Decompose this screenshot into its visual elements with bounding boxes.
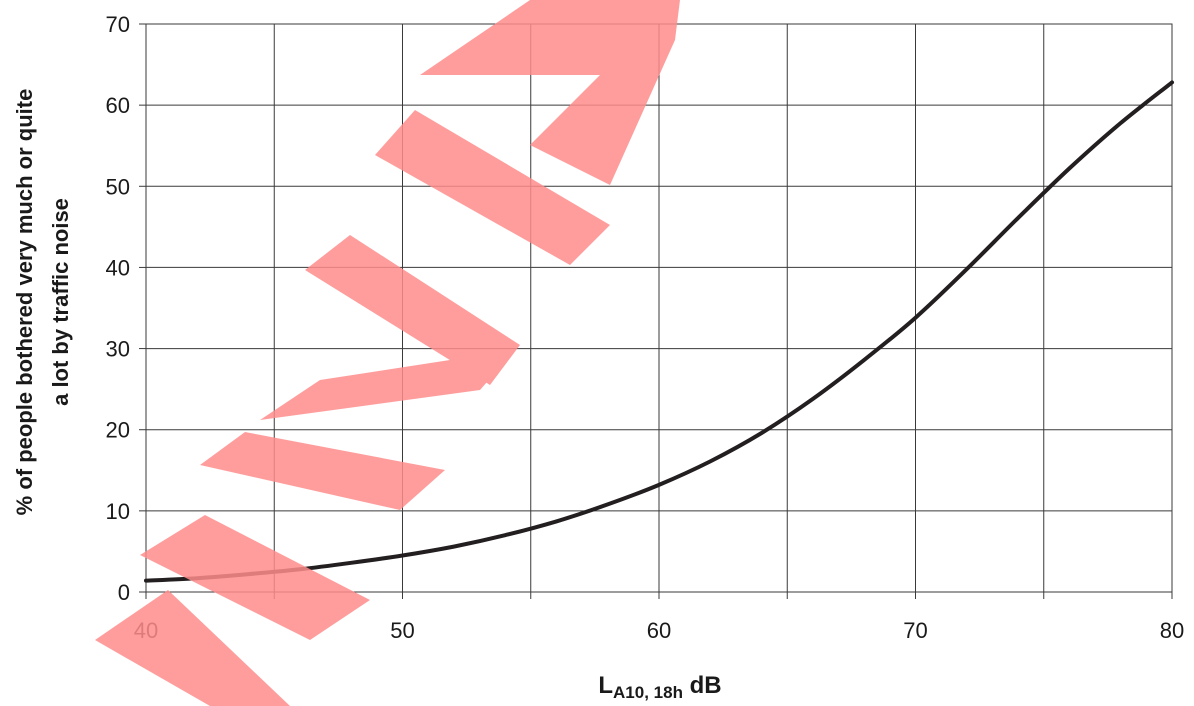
series-line-group xyxy=(144,80,1174,583)
watermark-stroke-w-2 xyxy=(140,515,370,640)
y-tick-label: 70 xyxy=(106,12,130,37)
y-tick-label: 20 xyxy=(106,418,130,443)
y-tick-label: 40 xyxy=(106,255,130,280)
watermark-stroke-w-1 xyxy=(95,590,290,706)
y-axis-title-line-2: a lot by traffic noise xyxy=(48,198,73,406)
x-tick-label: 70 xyxy=(903,618,927,643)
y-tick-label: 60 xyxy=(106,93,130,118)
watermark-stroke-h xyxy=(420,0,680,185)
y-tick-label: 10 xyxy=(106,499,130,524)
watermark-stroke-t xyxy=(375,110,610,265)
x-tick-label: 80 xyxy=(1160,618,1184,643)
watermark-withdrawn xyxy=(95,0,680,706)
y-tick-label: 30 xyxy=(106,337,130,362)
series-line xyxy=(144,80,1174,583)
y-tick-label: 50 xyxy=(106,174,130,199)
x-axis-title-subscript: A10, 18h xyxy=(613,683,683,702)
grid xyxy=(139,23,1173,599)
y-tick-label: 0 xyxy=(118,580,130,605)
watermark-stroke-i xyxy=(305,235,520,385)
x-tick-label: 60 xyxy=(647,618,671,643)
x-axis-title-suffix: dB xyxy=(683,672,722,699)
x-axis-title: LA10, 18h dB xyxy=(598,672,721,702)
watermark-stroke-w-4 xyxy=(260,350,515,420)
y-axis-title-line-1: % of people bothered very much or quite xyxy=(12,89,37,516)
watermark-stroke-w-3 xyxy=(200,432,445,510)
x-axis-title-main: L xyxy=(598,672,613,699)
x-tick-label: 50 xyxy=(390,618,414,643)
